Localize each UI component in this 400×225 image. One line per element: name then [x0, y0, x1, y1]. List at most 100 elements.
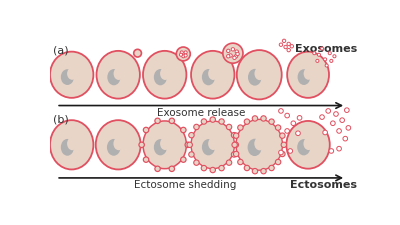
Circle shape — [210, 117, 216, 122]
Ellipse shape — [160, 67, 170, 80]
Circle shape — [279, 150, 283, 155]
Ellipse shape — [67, 68, 77, 80]
Text: (b): (b) — [53, 114, 69, 124]
Circle shape — [330, 121, 335, 126]
Circle shape — [252, 169, 258, 174]
Circle shape — [269, 165, 274, 171]
Circle shape — [328, 52, 331, 55]
Circle shape — [279, 43, 283, 46]
Circle shape — [244, 119, 250, 124]
Circle shape — [219, 165, 224, 171]
Ellipse shape — [237, 50, 282, 99]
Circle shape — [223, 43, 243, 63]
Circle shape — [296, 131, 300, 136]
Circle shape — [291, 121, 296, 126]
Ellipse shape — [154, 69, 167, 85]
Ellipse shape — [191, 51, 234, 99]
Ellipse shape — [236, 119, 282, 170]
Circle shape — [210, 167, 216, 173]
Circle shape — [337, 129, 341, 133]
Ellipse shape — [96, 120, 141, 169]
Circle shape — [285, 129, 290, 133]
Circle shape — [226, 160, 232, 165]
Circle shape — [234, 133, 239, 138]
Circle shape — [143, 157, 149, 162]
Circle shape — [231, 48, 235, 51]
Ellipse shape — [154, 139, 167, 155]
Text: Exosome release: Exosome release — [157, 108, 245, 118]
Circle shape — [269, 119, 274, 124]
Circle shape — [234, 151, 239, 157]
Ellipse shape — [114, 67, 124, 80]
Ellipse shape — [208, 137, 218, 150]
Ellipse shape — [107, 69, 120, 85]
Circle shape — [323, 130, 328, 135]
Circle shape — [326, 109, 330, 113]
Circle shape — [180, 53, 182, 56]
Circle shape — [252, 116, 258, 121]
Circle shape — [189, 152, 194, 157]
Circle shape — [181, 127, 186, 133]
Ellipse shape — [143, 51, 186, 99]
Circle shape — [226, 124, 232, 130]
Circle shape — [281, 142, 286, 148]
Circle shape — [234, 55, 238, 58]
Ellipse shape — [304, 137, 314, 150]
Circle shape — [313, 52, 316, 55]
Circle shape — [288, 149, 292, 153]
Circle shape — [231, 133, 237, 138]
Circle shape — [139, 142, 144, 148]
Circle shape — [235, 50, 238, 53]
Circle shape — [285, 113, 290, 118]
Circle shape — [343, 136, 348, 141]
Ellipse shape — [191, 121, 234, 169]
Circle shape — [330, 59, 333, 62]
Circle shape — [233, 142, 238, 148]
Circle shape — [325, 64, 328, 67]
Circle shape — [261, 116, 266, 121]
Circle shape — [238, 125, 243, 130]
Ellipse shape — [67, 137, 77, 150]
Circle shape — [226, 55, 230, 58]
Circle shape — [280, 133, 285, 138]
Text: Exosomes: Exosomes — [295, 44, 357, 54]
Circle shape — [238, 159, 243, 165]
Circle shape — [275, 159, 281, 165]
Circle shape — [320, 47, 324, 50]
Circle shape — [233, 56, 236, 59]
Circle shape — [317, 53, 320, 56]
Circle shape — [287, 42, 290, 46]
Circle shape — [184, 54, 187, 57]
Circle shape — [279, 109, 283, 113]
Circle shape — [182, 55, 185, 58]
Ellipse shape — [254, 137, 265, 150]
Circle shape — [316, 59, 319, 62]
Circle shape — [231, 152, 237, 157]
Circle shape — [344, 108, 349, 112]
Circle shape — [320, 115, 324, 119]
Circle shape — [155, 166, 160, 171]
Circle shape — [187, 142, 192, 148]
Ellipse shape — [202, 139, 215, 155]
Ellipse shape — [107, 139, 120, 156]
Ellipse shape — [50, 120, 94, 169]
Circle shape — [201, 165, 207, 171]
Circle shape — [334, 112, 338, 116]
Ellipse shape — [114, 137, 124, 150]
Circle shape — [290, 45, 294, 48]
Ellipse shape — [143, 121, 186, 169]
Circle shape — [333, 55, 336, 58]
Circle shape — [169, 166, 174, 171]
Ellipse shape — [298, 69, 310, 85]
Circle shape — [282, 39, 286, 43]
Text: Ectosome shedding: Ectosome shedding — [134, 180, 237, 190]
Ellipse shape — [304, 68, 314, 80]
Circle shape — [261, 169, 266, 174]
Circle shape — [337, 146, 341, 151]
Text: Ectosomes: Ectosomes — [290, 180, 357, 190]
Circle shape — [284, 45, 287, 49]
Circle shape — [329, 149, 334, 153]
Ellipse shape — [61, 69, 74, 85]
Circle shape — [229, 54, 232, 57]
Circle shape — [324, 58, 327, 61]
